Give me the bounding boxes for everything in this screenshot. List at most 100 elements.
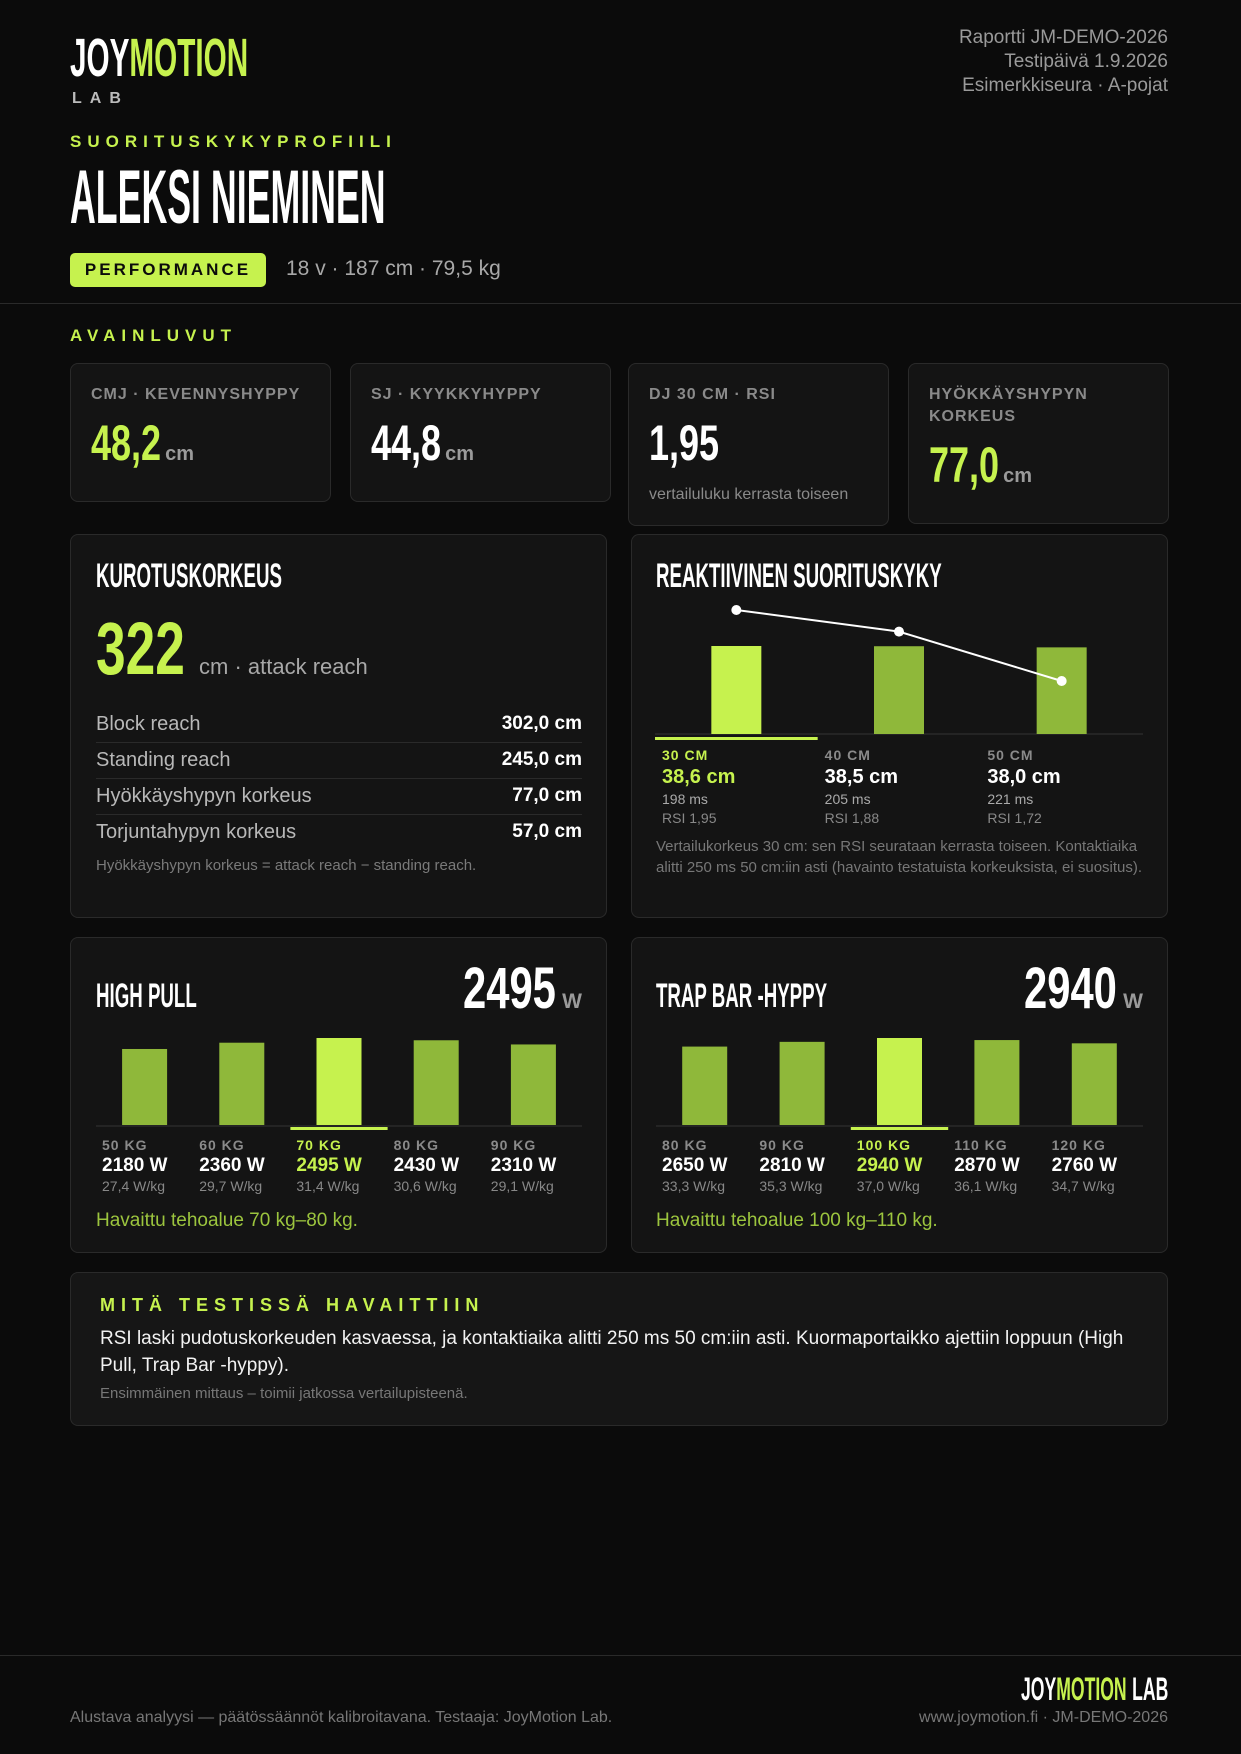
card-unit: cm [165,443,195,465]
rsi-label: RSI 1,88 [824,810,880,826]
reach-label: Standing reach [96,748,231,771]
value-label: 2360 W [199,1155,265,1176]
reach-value: 322 cm · attack reach [96,612,368,686]
peak-value: 2940 [1024,956,1118,1021]
panel-title: REAKTIIVINEN SUORITUSKYKY [656,557,942,595]
contact-label: 205 ms [824,791,871,807]
logo: JOYMOTION [70,30,248,86]
rsi-label: RSI 1,95 [662,810,717,826]
card-label: HYÖKKÄYSHYPYN KORKEUS [929,386,1088,425]
separator [0,303,1241,304]
athlete-meta: 18 v · 187 cm · 79,5 kg [286,257,501,280]
footer-logo-motion: MOTION [1056,1671,1127,1707]
footer-logo-joy: JOY [1020,1671,1057,1707]
footer-logo-lab: LAB [1131,1671,1169,1707]
reach-unit: cm · attack reach [199,654,368,679]
athlete: ALEKSI NIEMINEN [70,160,386,236]
card-unit: cm [445,443,475,465]
panel-title: KUROTUSKORKEUS [96,557,282,595]
title-wrap: REAKTIIVINEN SUORITUSKYKY [656,556,942,596]
reach-title-wrap: KUROTUSKORKEUS [96,556,282,596]
logo-motion: MOTION [129,28,249,88]
value-label: 2870 W [954,1155,1020,1176]
card-number: 44,8 [371,415,442,471]
value-label: 2430 W [393,1155,460,1176]
category-label: 70 KG [296,1137,342,1153]
chart-note: Havaittu tehoalue 70 kg–80 kg. [96,1210,358,1231]
category-label: 80 KG [662,1137,708,1153]
card-value: 77,0 cm [929,438,1148,505]
category-label: 110 KG [954,1137,1008,1153]
category-label: 90 KG [759,1137,805,1153]
key-card: SJ · KYYKKYHYPPY 44,8 cm [350,363,611,502]
per-kg-label: 37,0 W/kg [856,1178,920,1194]
report-line: Raportti JM-DEMO-2026 [958,27,1168,48]
category-label: 100 KG [856,1137,912,1153]
per-kg-label: 33,3 W/kg [662,1178,726,1194]
peak: 2495 W [463,958,582,1020]
chart-note: Vertailukorkeus 30 cm: sen RSI seurataan… [656,838,1143,876]
logo-joy: JOY [70,28,130,88]
logo-sub: LAB [72,90,129,107]
value-label: 2180 W [102,1155,168,1176]
card-label: SJ · KYYKKYHYPPY [371,386,542,403]
reach-label: Torjuntahypyn korkeus [96,820,297,843]
athlete-name: ALEKSI NIEMINEN [70,155,386,240]
key-card: HYÖKKÄYSHYPYN KORKEUS 77,0 cm [908,363,1169,524]
reach-value: 245,0 cm [501,749,582,770]
findings-note: Ensimmäinen mittaus – toimii jatkossa ve… [100,1385,468,1402]
reach-row: Torjuntahypyn korkeus 57,0 cm [96,814,582,850]
card-label: CMJ · KEVENNYSHYPPY [91,386,301,403]
reach-row: Block reach 302,0 cm [96,706,582,743]
value-label: 2650 W [662,1155,728,1176]
category-label: 40 CM [824,747,871,763]
value-label: 38,0 cm [987,766,1061,788]
card-label: DJ 30 CM · RSI [649,386,776,403]
value-label: 2810 W [759,1155,825,1176]
panel-title: HIGH PULL [96,977,197,1015]
value-label: 2940 W [856,1155,923,1176]
reach-row: Standing reach 245,0 cm [96,742,582,779]
card-value: 48,2 cm [91,416,310,483]
value-label: 38,5 cm [824,766,899,788]
card-value: 44,8 cm [371,416,590,483]
value-label: 2310 W [490,1155,557,1176]
reach-row: Hyökkäyshypyn korkeus 77,0 cm [96,778,582,815]
findings-title: MITÄ TESTISSÄ HAVAITTIIN [100,1295,485,1315]
contact-label: 221 ms [987,791,1034,807]
reach-number: 322 [96,607,185,690]
footer-right: www.joymotion.fi · JM-DEMO-2026 [919,1709,1168,1726]
per-kg-label: 27,4 W/kg [102,1178,166,1194]
report-line: Esimerkkiseura · A-pojat [962,75,1168,96]
value-label: 2495 W [296,1155,362,1176]
contact-label: 198 ms [662,791,708,807]
card-number: 1,95 [649,415,720,471]
rsi-label: RSI 1,72 [987,810,1042,826]
value-label: 2760 W [1051,1155,1118,1176]
per-kg-label: 31,4 W/kg [296,1178,360,1194]
card-value: 1,95 [649,416,868,483]
category-label: 120 KG [1051,1137,1106,1153]
report-line: Testipäivä 1.9.2026 [1004,51,1168,72]
key-card: DJ 30 CM · RSI 1,95 vertailuluku kerrasta … [628,363,889,526]
logo-text: JOYMOTION [70,30,248,86]
key-card: CMJ · KEVENNYSHYPPY 48,2 cm [70,363,331,502]
per-kg-label: 34,7 W/kg [1051,1178,1115,1194]
category-label: 30 CM [662,747,709,763]
reach-note: Hyökkäyshypyn korkeus = attack reach − s… [96,857,477,874]
footer-logo-text: JOYMOTION LAB [1021,1672,1168,1706]
panel-title: TRAP BAR -HYPPY [656,977,828,1015]
reach-value: 77,0 cm [512,785,582,806]
section-title: AVAINLUVUT [70,326,238,345]
report-info: Raportti JM-DEMO-2026 Testipäivä 1.9.2026… [959,26,1168,98]
card-unit: cm [1003,465,1033,487]
category-label: 50 CM [987,747,1034,763]
value-label: 38,6 cm [662,766,736,788]
card-note: vertailuluku kerrasta toiseen [649,486,849,503]
reach-value: 302,0 cm [501,713,582,734]
per-kg-label: 35,3 W/kg [759,1178,823,1194]
kicker: SUORITUSKYKYPROFIILI [70,132,397,151]
per-kg-label: 29,1 W/kg [490,1178,554,1194]
footer-logo: JOYMOTION LAB [1021,1672,1168,1706]
